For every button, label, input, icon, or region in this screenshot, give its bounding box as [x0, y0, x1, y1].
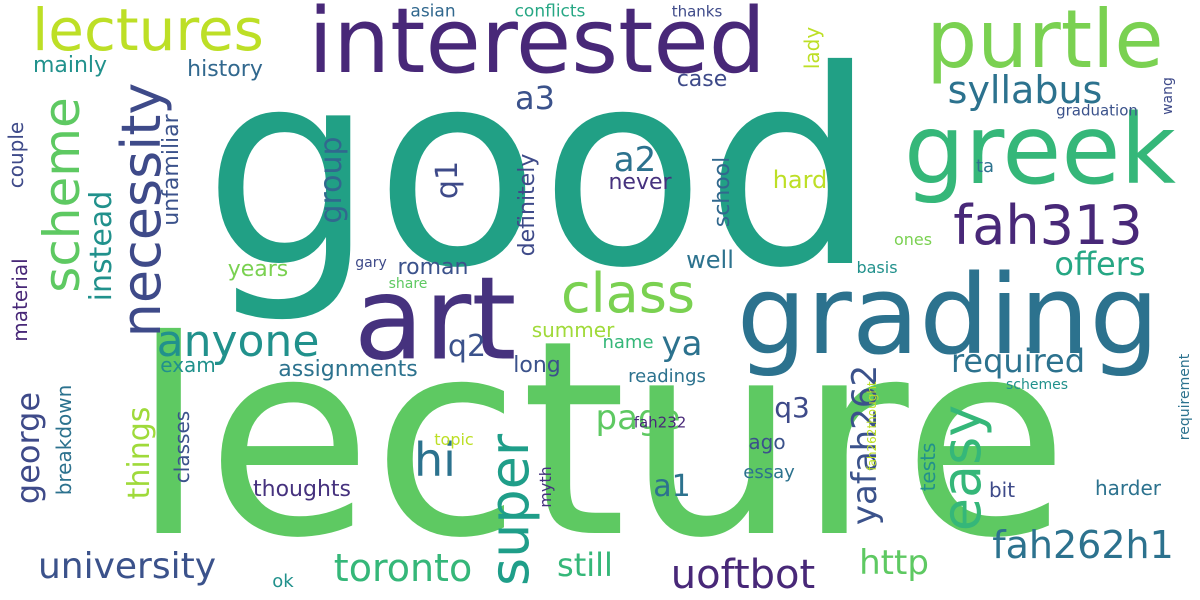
- word-thanks: thanks: [671, 2, 723, 21]
- word-art: art: [353, 252, 517, 387]
- word-years: years: [227, 257, 289, 282]
- word-name: name: [602, 332, 654, 353]
- word-group: group: [314, 136, 349, 224]
- word-topic: topic: [434, 430, 474, 449]
- word-greek: greek: [903, 94, 1177, 206]
- word-tests: tests: [916, 442, 940, 492]
- word-page: page: [595, 398, 681, 438]
- word-long: long: [513, 353, 561, 378]
- word-fah262thought: fah262thought: [865, 381, 879, 471]
- word-toronto: toronto: [333, 546, 473, 590]
- word-a2: a2: [613, 140, 657, 180]
- word-hi: hi: [414, 433, 456, 487]
- word-scheme: scheme: [33, 97, 91, 293]
- word-uoftbot: uoftbot: [670, 552, 816, 598]
- word-university: university: [37, 546, 217, 587]
- word-fah262h1: fah262h1: [992, 523, 1174, 567]
- word-exam: exam: [160, 353, 216, 377]
- word-breakdown: breakdown: [52, 384, 76, 496]
- word-myth: myth: [536, 466, 555, 508]
- word-a1: a1: [653, 469, 691, 504]
- word-hard: hard: [772, 166, 828, 194]
- word-conflicts: conflicts: [514, 1, 586, 22]
- word-history: history: [187, 57, 263, 82]
- word-share: share: [388, 276, 428, 292]
- word-well: well: [686, 246, 734, 274]
- word-q2: q2: [447, 329, 487, 364]
- word-mainly: mainly: [32, 53, 108, 78]
- word-schemes: schemes: [1005, 377, 1069, 393]
- word-http: http: [859, 543, 929, 583]
- word-anyone: anyone: [156, 316, 320, 367]
- word-lectures: lectures: [32, 0, 264, 64]
- word-wang: wang: [1160, 77, 1176, 115]
- word-interested: interested: [308, 0, 766, 94]
- word-george: george: [9, 391, 47, 505]
- word-easy: easy: [930, 404, 993, 532]
- word-still: still: [557, 546, 613, 584]
- word-things: things: [122, 406, 157, 500]
- word-q3: q3: [774, 391, 810, 424]
- word-lecture: lecture: [131, 282, 1069, 597]
- word-classes: classes: [170, 410, 194, 484]
- word-syllabus: syllabus: [947, 68, 1103, 112]
- word-never: never: [608, 170, 672, 195]
- word-requirement: requirement: [1177, 353, 1193, 441]
- word-harder: harder: [1094, 476, 1162, 500]
- word-fah313: fah313: [953, 194, 1143, 257]
- word-asian: asian: [410, 1, 456, 22]
- word-required: required: [950, 342, 1086, 380]
- word-basis: basis: [856, 258, 898, 277]
- word-essay: essay: [743, 462, 795, 483]
- word-material: material: [8, 258, 32, 342]
- word-purtle: purtle: [926, 0, 1164, 86]
- word-ta: ta: [975, 156, 995, 177]
- word-definitely: definitely: [515, 153, 540, 257]
- word-lady: lady: [800, 26, 824, 70]
- word-instead: instead: [84, 190, 119, 302]
- word-gary: gary: [355, 255, 387, 271]
- word-q1: q1: [430, 160, 465, 200]
- word-summer: summer: [531, 318, 615, 342]
- word-ya: ya: [661, 324, 703, 364]
- word-super: super: [478, 433, 541, 587]
- word-readings: readings: [628, 366, 706, 387]
- word-class: class: [560, 262, 696, 325]
- word-graduation: graduation: [1056, 101, 1138, 120]
- word-assignments: assignments: [278, 357, 418, 382]
- word-roman: roman: [397, 255, 469, 280]
- word-a3: a3: [515, 79, 555, 117]
- word-bit: bit: [988, 478, 1016, 502]
- word-ago: ago: [748, 430, 786, 454]
- word-offers: offers: [1054, 245, 1146, 283]
- word-good: good: [203, 12, 877, 327]
- word-unfamiliar: unfamiliar: [159, 114, 184, 226]
- word-ok: ok: [272, 571, 294, 592]
- word-couple: couple: [4, 121, 28, 189]
- word-ones: ones: [893, 230, 933, 249]
- word-thoughts: thoughts: [253, 477, 351, 502]
- word-fah232: fah232: [633, 413, 687, 432]
- word-school: school: [710, 156, 735, 228]
- word-case: case: [676, 67, 728, 92]
- word-grading: grading: [736, 251, 1160, 379]
